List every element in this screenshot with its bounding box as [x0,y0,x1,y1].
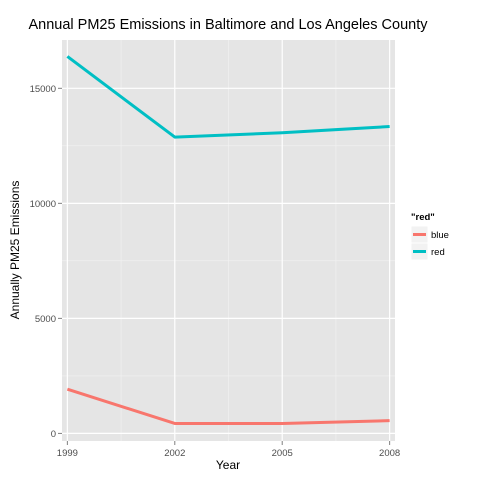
legend: "red" blue red [410,212,449,261]
x-tick-label: 2008 [379,448,400,459]
y-tick-label: 5000 [35,314,56,325]
x-tick-label: 2005 [272,448,293,459]
y-tick-label: 15000 [30,84,56,95]
series-line-blue [66,387,390,425]
y-axis-title: Annually PM25 Emissions [8,181,22,320]
series-lines [66,55,390,425]
chart-title: Annual PM25 Emissions in Baltimore and L… [29,17,429,33]
minor-grid [62,40,395,441]
x-axis-title: Year [216,458,240,472]
series-line-red [66,55,390,139]
legend-title: "red" [411,212,435,223]
y-tick-label: 10000 [30,199,56,210]
x-axis: 1999 2002 2005 2008 [57,441,400,459]
y-axis: 0 5000 10000 15000 [30,84,62,440]
legend-label-red: red [431,247,445,258]
x-tick-label: 1999 [57,448,78,459]
y-tick-label: 0 [51,429,56,440]
x-tick-label: 2002 [164,448,185,459]
major-grid [62,40,395,441]
legend-label-blue: blue [431,230,449,241]
